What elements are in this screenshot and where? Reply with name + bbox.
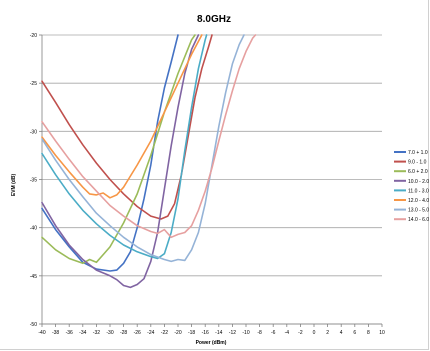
chart-title: 8.0GHz: [197, 14, 231, 25]
y-axis-label: EVM (dB): [11, 174, 17, 197]
legend-label: 12.0 - 4.0: [408, 198, 429, 204]
legend: 7.0 + 1.0 9.0 - 1.0 6.0 + 2.0 10.0 - 2.0 11.…: [394, 150, 429, 223]
y-tick-label: -35: [30, 178, 37, 184]
x-tick-label: 6: [353, 330, 356, 336]
x-tick-label: -26: [134, 330, 141, 336]
x-tick-label: -10: [242, 330, 249, 336]
y-tick-label: -25: [30, 81, 37, 87]
series-line: [41, 34, 208, 260]
x-tick-label: -38: [52, 330, 59, 336]
x-tick-label: -6: [271, 330, 276, 336]
x-axis-label: Power (dBm): [196, 340, 227, 346]
series-lines: [41, 34, 257, 289]
x-tick-label: -2: [298, 330, 303, 336]
y-tick-label: -50: [30, 322, 37, 328]
legend-label: 6.0 + 2.0: [408, 169, 428, 175]
y-tick-label: -30: [30, 129, 37, 135]
legend-label: 10.0 - 2.0: [408, 179, 429, 185]
grid-lines: [42, 34, 382, 325]
axes: -50-45-40-35-30-25-20-40 -38 -36 -34 -32 -30-…: [30, 33, 385, 336]
x-tick-label: -20: [174, 330, 181, 336]
series-line: [41, 34, 245, 263]
x-tick-label: -14: [215, 330, 222, 336]
series-line: [41, 34, 179, 272]
y-tick-label: -45: [30, 274, 37, 280]
x-tick-label: -40: [38, 330, 45, 336]
x-tick-label: -18: [188, 330, 195, 336]
x-tick-label: 10: [379, 330, 385, 336]
x-tick-label: -28: [120, 330, 127, 336]
x-tick-label: -24: [147, 330, 154, 336]
x-tick-label: -16: [202, 330, 209, 336]
x-tick-label: 0: [313, 330, 316, 336]
series-line: [41, 34, 203, 199]
y-tick-label: -40: [30, 226, 37, 232]
series-line: [41, 34, 213, 220]
x-tick-label: -34: [79, 330, 86, 336]
legend-label: 7.0 + 1.0: [408, 150, 428, 156]
x-tick-label: -32: [93, 330, 100, 336]
x-tick-label: 8: [367, 330, 370, 336]
x-tick-label: 4: [340, 330, 343, 336]
legend-label: 9.0 - 1.0: [408, 160, 427, 166]
series-line: [41, 34, 196, 265]
series-line: [41, 34, 200, 289]
legend-label: 13.0 - 5.0: [408, 208, 429, 214]
x-tick-label: 2: [326, 330, 329, 336]
x-tick-label: -12: [229, 330, 236, 336]
legend-label: 14.0 - 6.0: [408, 217, 429, 223]
x-tick-label: -22: [161, 330, 168, 336]
x-tick-label: -8: [257, 330, 262, 336]
y-tick-label: -20: [30, 33, 37, 39]
x-tick-label: -30: [106, 330, 113, 336]
x-tick-label: -4: [285, 330, 290, 336]
legend-label: 11.0 - 3.0: [408, 188, 429, 194]
x-tick-label: -36: [66, 330, 73, 336]
series-line: [41, 34, 257, 239]
